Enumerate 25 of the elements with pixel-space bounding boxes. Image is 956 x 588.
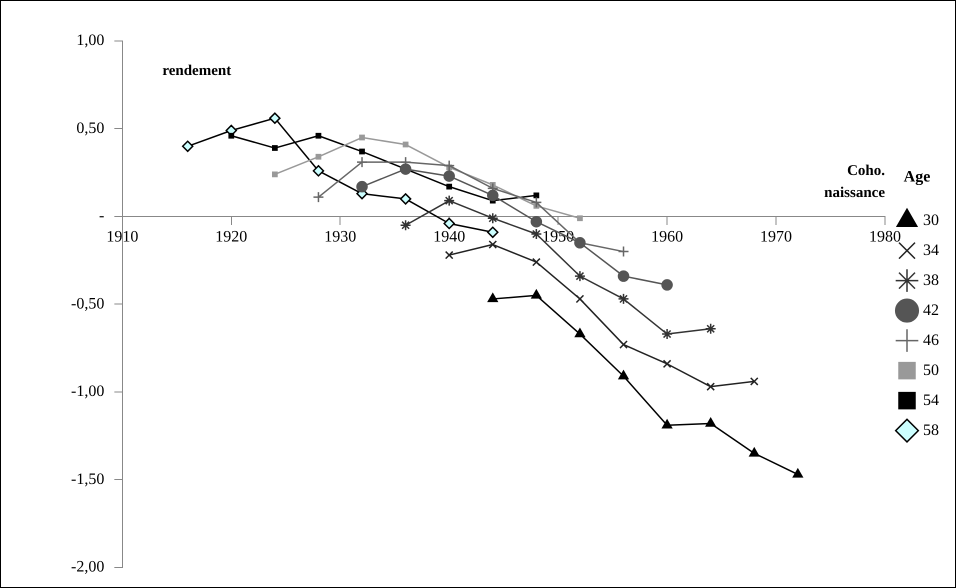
y-axis-title: rendement bbox=[162, 62, 232, 79]
y-tick-label: -1,00 bbox=[71, 383, 104, 400]
legend-label: 38 bbox=[923, 272, 939, 289]
legend-label: 30 bbox=[923, 212, 939, 229]
legend-label: 54 bbox=[923, 392, 939, 409]
y-tick-label: 1,00 bbox=[76, 32, 104, 50]
legend-label: 46 bbox=[923, 332, 939, 349]
legend-title: Age bbox=[904, 168, 930, 186]
x-tick-label: 1940 bbox=[433, 228, 466, 246]
x-tick-label: 1910 bbox=[106, 228, 138, 246]
y-tick-label: -1,50 bbox=[71, 470, 104, 488]
y-tick-label: -0,50 bbox=[71, 295, 104, 312]
x-axis-title: Coho. naissance bbox=[824, 162, 886, 201]
legend-label: 42 bbox=[923, 302, 939, 319]
legend-label: 34 bbox=[923, 242, 939, 259]
x-tick-label: 1930 bbox=[324, 228, 356, 246]
legend-label: 58 bbox=[923, 422, 939, 439]
legend-label: 50 bbox=[923, 362, 939, 379]
x-tick-label: 1980 bbox=[869, 228, 901, 246]
x-tick-label: 1960 bbox=[651, 228, 684, 246]
y-tick-label: - bbox=[99, 208, 104, 225]
x-tick-label: 1970 bbox=[760, 228, 792, 246]
x-tick-label: 1920 bbox=[215, 228, 248, 246]
y-tick-label: 0,50 bbox=[76, 120, 104, 137]
y-tick-label: -2,00 bbox=[71, 558, 104, 576]
